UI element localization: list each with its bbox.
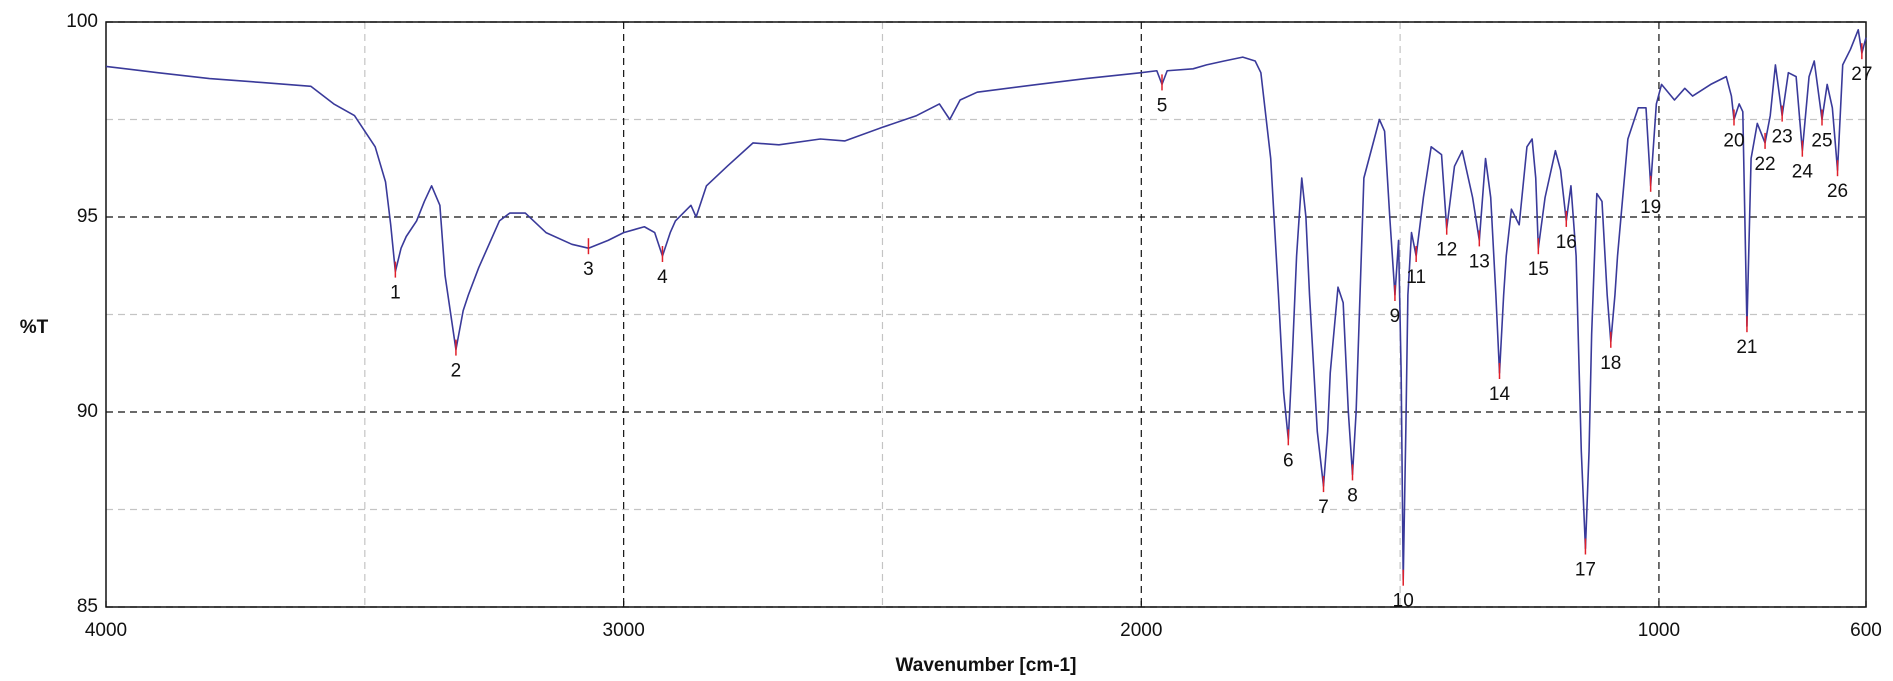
peak-label: 14 <box>1489 384 1511 405</box>
peak-label: 8 <box>1347 485 1358 506</box>
peak-label: 19 <box>1640 197 1661 218</box>
peak-label: 1 <box>390 283 401 304</box>
peak-label: 15 <box>1528 259 1549 280</box>
peak-label: 25 <box>1811 131 1832 152</box>
peak-label: 4 <box>657 267 668 288</box>
peak-label: 26 <box>1827 181 1848 202</box>
y-axis-label: %T <box>20 317 49 338</box>
x-tick-label: 3000 <box>603 620 645 641</box>
x-tick-label: 600 <box>1850 620 1882 641</box>
y-tick-label: 90 <box>77 401 98 422</box>
peak-label: 18 <box>1600 353 1621 374</box>
peak-label: 2 <box>451 361 462 382</box>
peak-label: 22 <box>1754 154 1775 175</box>
y-tick-label: 95 <box>77 206 98 227</box>
peak-label: 3 <box>583 259 594 280</box>
y-tick-label: 100 <box>66 11 98 32</box>
peak-label: 24 <box>1792 162 1814 183</box>
peak-label: 6 <box>1283 450 1294 471</box>
peak-label: 16 <box>1556 232 1577 253</box>
peak-label: 23 <box>1772 127 1793 148</box>
peak-label: 20 <box>1723 131 1744 152</box>
peak-label: 11 <box>1406 267 1426 288</box>
peak-label: 21 <box>1736 337 1757 358</box>
x-tick-label: 1000 <box>1638 620 1680 641</box>
peak-label: 17 <box>1575 560 1596 581</box>
x-axis-label: Wavenumber [cm-1] <box>896 655 1077 676</box>
spectrum-line <box>105 29 1867 581</box>
peak-label: 27 <box>1851 64 1872 85</box>
peak-label: 9 <box>1390 306 1401 327</box>
peak-label: 7 <box>1318 497 1329 518</box>
peak-label: 5 <box>1157 95 1168 116</box>
x-tick-label: 4000 <box>85 620 127 641</box>
plot-frame <box>105 21 1867 608</box>
x-tick-label: 2000 <box>1120 620 1162 641</box>
y-tick-label: 85 <box>77 596 98 617</box>
peak-label: 13 <box>1469 251 1490 272</box>
peak-label: 12 <box>1436 240 1457 261</box>
peak-label: 10 <box>1393 591 1414 612</box>
